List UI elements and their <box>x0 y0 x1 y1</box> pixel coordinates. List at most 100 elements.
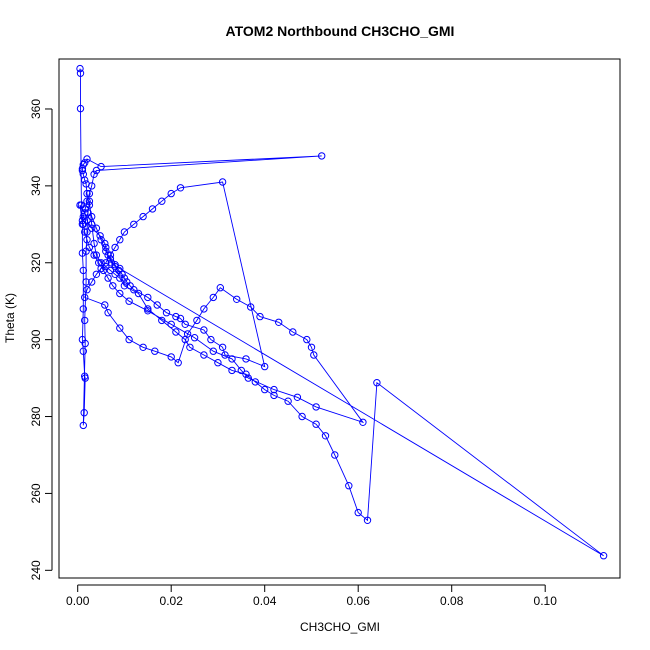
x-axis: 0.00 0.02 0.04 0.06 0.08 0.10 <box>66 584 558 608</box>
data-point <box>233 295 241 303</box>
y-tick-label: 320 <box>29 252 43 272</box>
data-point <box>310 351 318 359</box>
data-point <box>83 236 91 244</box>
data-point <box>144 305 152 313</box>
data-point <box>81 205 89 213</box>
data-point <box>81 339 89 348</box>
data-point <box>120 228 129 236</box>
y-tick-label: 360 <box>29 99 43 119</box>
data-point <box>172 312 180 321</box>
data-point <box>130 286 138 294</box>
data-point <box>181 320 189 328</box>
plot-frame <box>58 58 621 579</box>
data-point <box>76 64 84 73</box>
data-point <box>186 343 194 351</box>
data-point <box>120 282 129 290</box>
data-point <box>79 170 88 179</box>
data-point <box>193 316 201 325</box>
data-point <box>209 293 218 302</box>
data-point <box>76 201 84 209</box>
data-point <box>221 351 229 359</box>
data-point <box>81 374 89 382</box>
data-point <box>83 286 91 294</box>
data-point <box>153 301 161 309</box>
data-point <box>88 278 96 286</box>
data-point <box>83 189 91 198</box>
data-point <box>207 335 215 344</box>
data-point <box>83 216 91 225</box>
data-point <box>102 259 110 267</box>
data-point <box>111 262 119 271</box>
x-axis-label: CH3CHO_GMI <box>300 620 380 634</box>
data-point <box>85 189 94 198</box>
data-point <box>76 69 85 77</box>
x-tick-label: 0.08 <box>440 594 464 608</box>
data-point <box>125 335 133 344</box>
data-point <box>79 305 88 313</box>
data-point <box>85 201 94 209</box>
data-point <box>599 552 608 560</box>
data-point <box>373 379 381 387</box>
data-point <box>244 374 253 382</box>
data-point <box>139 212 147 221</box>
data-point <box>214 359 222 367</box>
x-tick-label: 0.00 <box>66 594 90 608</box>
x-tick-label: 0.04 <box>253 594 277 608</box>
data-point <box>307 343 316 351</box>
data-point <box>363 516 372 524</box>
data-point <box>81 159 89 167</box>
data-point <box>88 220 96 229</box>
data-point <box>111 261 119 269</box>
data-point <box>88 182 96 190</box>
x-tick-label: 0.02 <box>160 594 184 608</box>
data-point <box>228 355 236 363</box>
data-point <box>174 359 182 367</box>
data-point <box>209 347 218 355</box>
data-point <box>134 289 143 298</box>
data-point <box>130 220 138 229</box>
data-point <box>218 343 227 351</box>
data-point <box>270 385 278 394</box>
data-point <box>176 314 185 323</box>
data-point <box>318 152 326 160</box>
data-point <box>359 418 367 426</box>
data-point <box>90 239 98 248</box>
data-point <box>92 224 101 232</box>
data-point <box>275 318 283 326</box>
data-point <box>79 347 88 355</box>
data-point <box>167 320 175 328</box>
series-line <box>79 68 604 557</box>
y-tick-label: 280 <box>29 406 43 426</box>
data-point <box>190 334 199 342</box>
data-point <box>111 270 119 278</box>
data-point <box>200 351 208 359</box>
x-tick-label: 0.10 <box>534 594 558 608</box>
y-axis-label: Theta (K) <box>3 293 17 343</box>
data-point <box>111 243 119 252</box>
data-point <box>95 259 103 267</box>
data-point <box>101 239 109 248</box>
data-point <box>102 247 110 255</box>
data-point <box>144 307 152 315</box>
data-point <box>92 251 101 259</box>
data-point <box>172 328 180 336</box>
data-point <box>88 224 96 232</box>
data-point <box>116 289 124 298</box>
data-point <box>83 228 91 236</box>
data-point <box>92 270 101 278</box>
y-tick-label: 240 <box>29 560 43 580</box>
data-point <box>79 421 88 430</box>
data-point <box>109 282 117 290</box>
data-point <box>79 266 88 275</box>
data-point <box>261 362 269 371</box>
data-point <box>97 162 105 171</box>
data-point <box>101 301 109 309</box>
y-axis: 240 260 280 300 320 340 360 <box>29 99 53 580</box>
data-point <box>102 262 110 271</box>
y-tick-label: 260 <box>29 483 43 503</box>
data-point <box>79 220 88 229</box>
data-point <box>104 251 112 259</box>
y-tick-label: 340 <box>29 176 43 196</box>
data-point <box>76 104 85 113</box>
